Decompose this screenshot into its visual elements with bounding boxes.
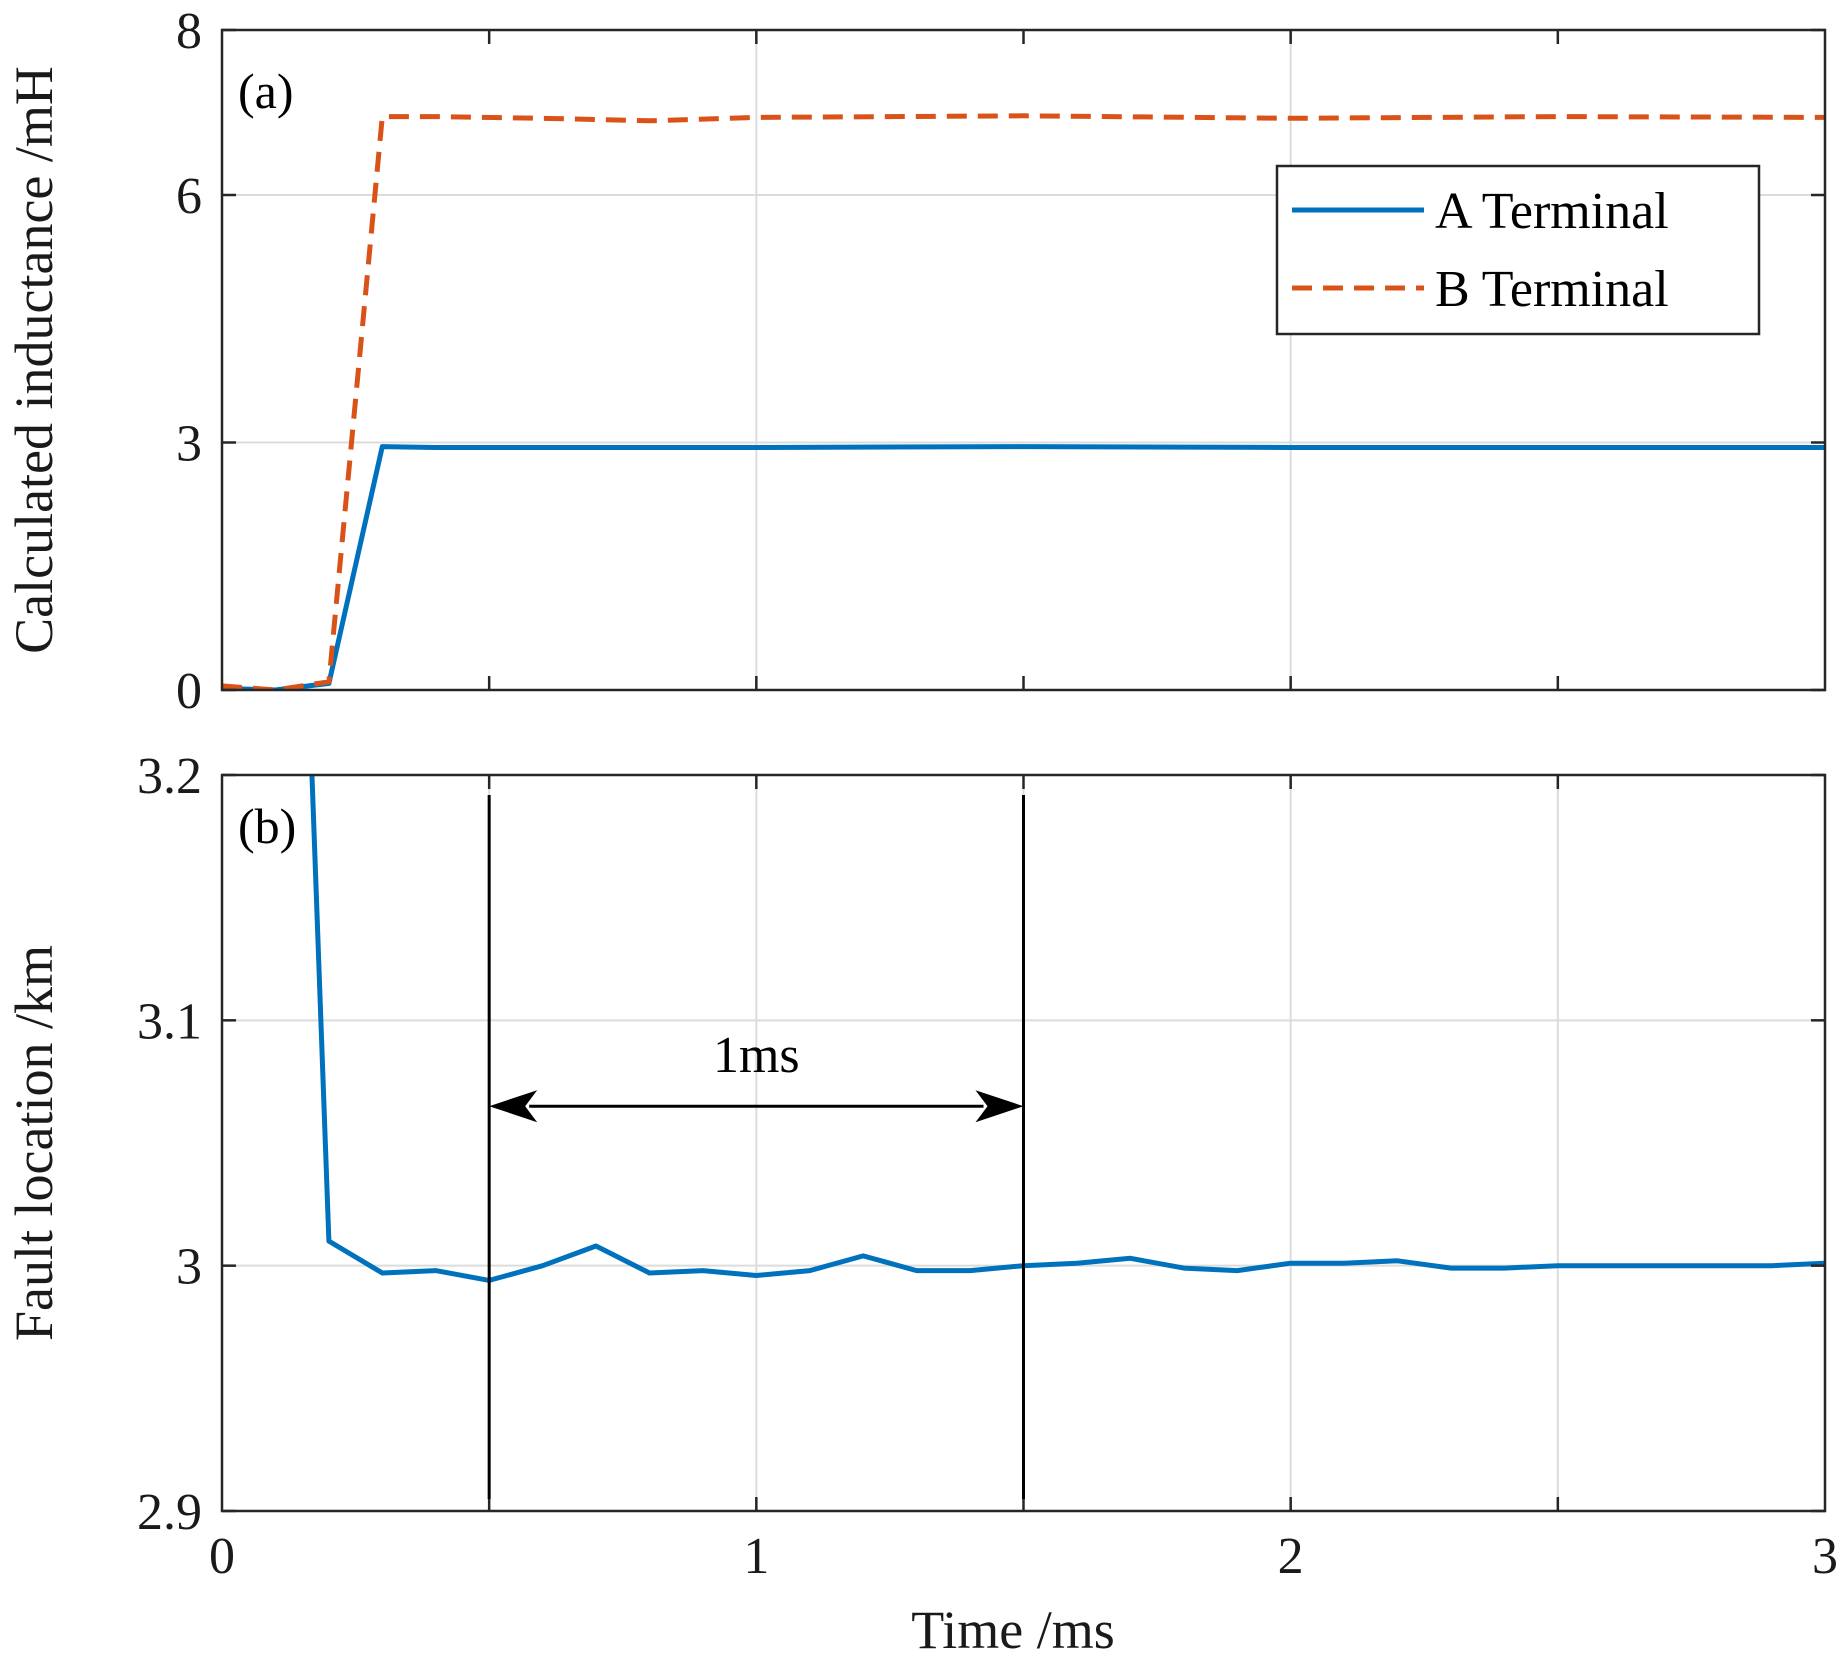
legend-label-b-terminal: B Terminal <box>1435 261 1669 318</box>
panel-b-series <box>309 775 1825 1283</box>
annotation-arrowhead-left <box>489 1090 538 1123</box>
legend: A Terminal B Terminal <box>1275 164 1761 336</box>
legend-label-a-terminal: A Terminal <box>1435 183 1669 240</box>
y-tick-label: 3 <box>176 1239 202 1296</box>
y-tick-label: 8 <box>176 3 202 60</box>
interval-annotation: 1ms <box>487 795 1025 1499</box>
y-tick-label: 6 <box>176 168 202 225</box>
y-tick-label: 0 <box>176 663 202 720</box>
series-line-fault-location <box>309 775 1825 1283</box>
panel-b-ylabel: Fault location /km <box>4 945 64 1341</box>
annotation-label: 1ms <box>713 1027 800 1084</box>
panel-a-grid <box>222 29 1825 691</box>
panel-a-label: (a) <box>238 63 294 119</box>
y-tick-label: 2.9 <box>137 1484 202 1541</box>
panel-a-ylabel: Calculated inductance /mH <box>4 66 64 654</box>
panel-a-inductance: 0 3 6 8 (a) Calculated inductance /mH A Ter… <box>4 3 1827 720</box>
legend-box <box>1275 164 1761 336</box>
y-tick-label: 3 <box>176 416 202 473</box>
panel-b-label: (b) <box>238 798 296 854</box>
panel-a-ticks: 0 3 6 8 <box>176 3 1825 720</box>
panel-a-frame <box>220 28 1827 692</box>
y-tick-label: 3.1 <box>137 993 202 1050</box>
series-line-b-terminal <box>222 113 1825 690</box>
x-tick-label: 3 <box>1812 1528 1838 1585</box>
y-tick-label: 3.2 <box>137 748 202 805</box>
x-tick-label: 1 <box>743 1528 769 1585</box>
panel-a-series <box>222 113 1825 690</box>
series-line-a-terminal <box>222 444 1825 690</box>
annotation-arrowhead-right <box>975 1090 1024 1123</box>
panel-b-fault-location: 2.9 3 3.1 3.2 0 1 2 3 1ms (b) Fault location /k… <box>4 748 1838 1656</box>
x-tick-label: 2 <box>1278 1528 1304 1585</box>
panel-b-ticks: 2.9 3 3.1 3.2 0 1 2 3 <box>137 748 1838 1585</box>
x-axis-label: Time /ms <box>911 1600 1115 1656</box>
x-tick-label: 0 <box>209 1528 235 1585</box>
